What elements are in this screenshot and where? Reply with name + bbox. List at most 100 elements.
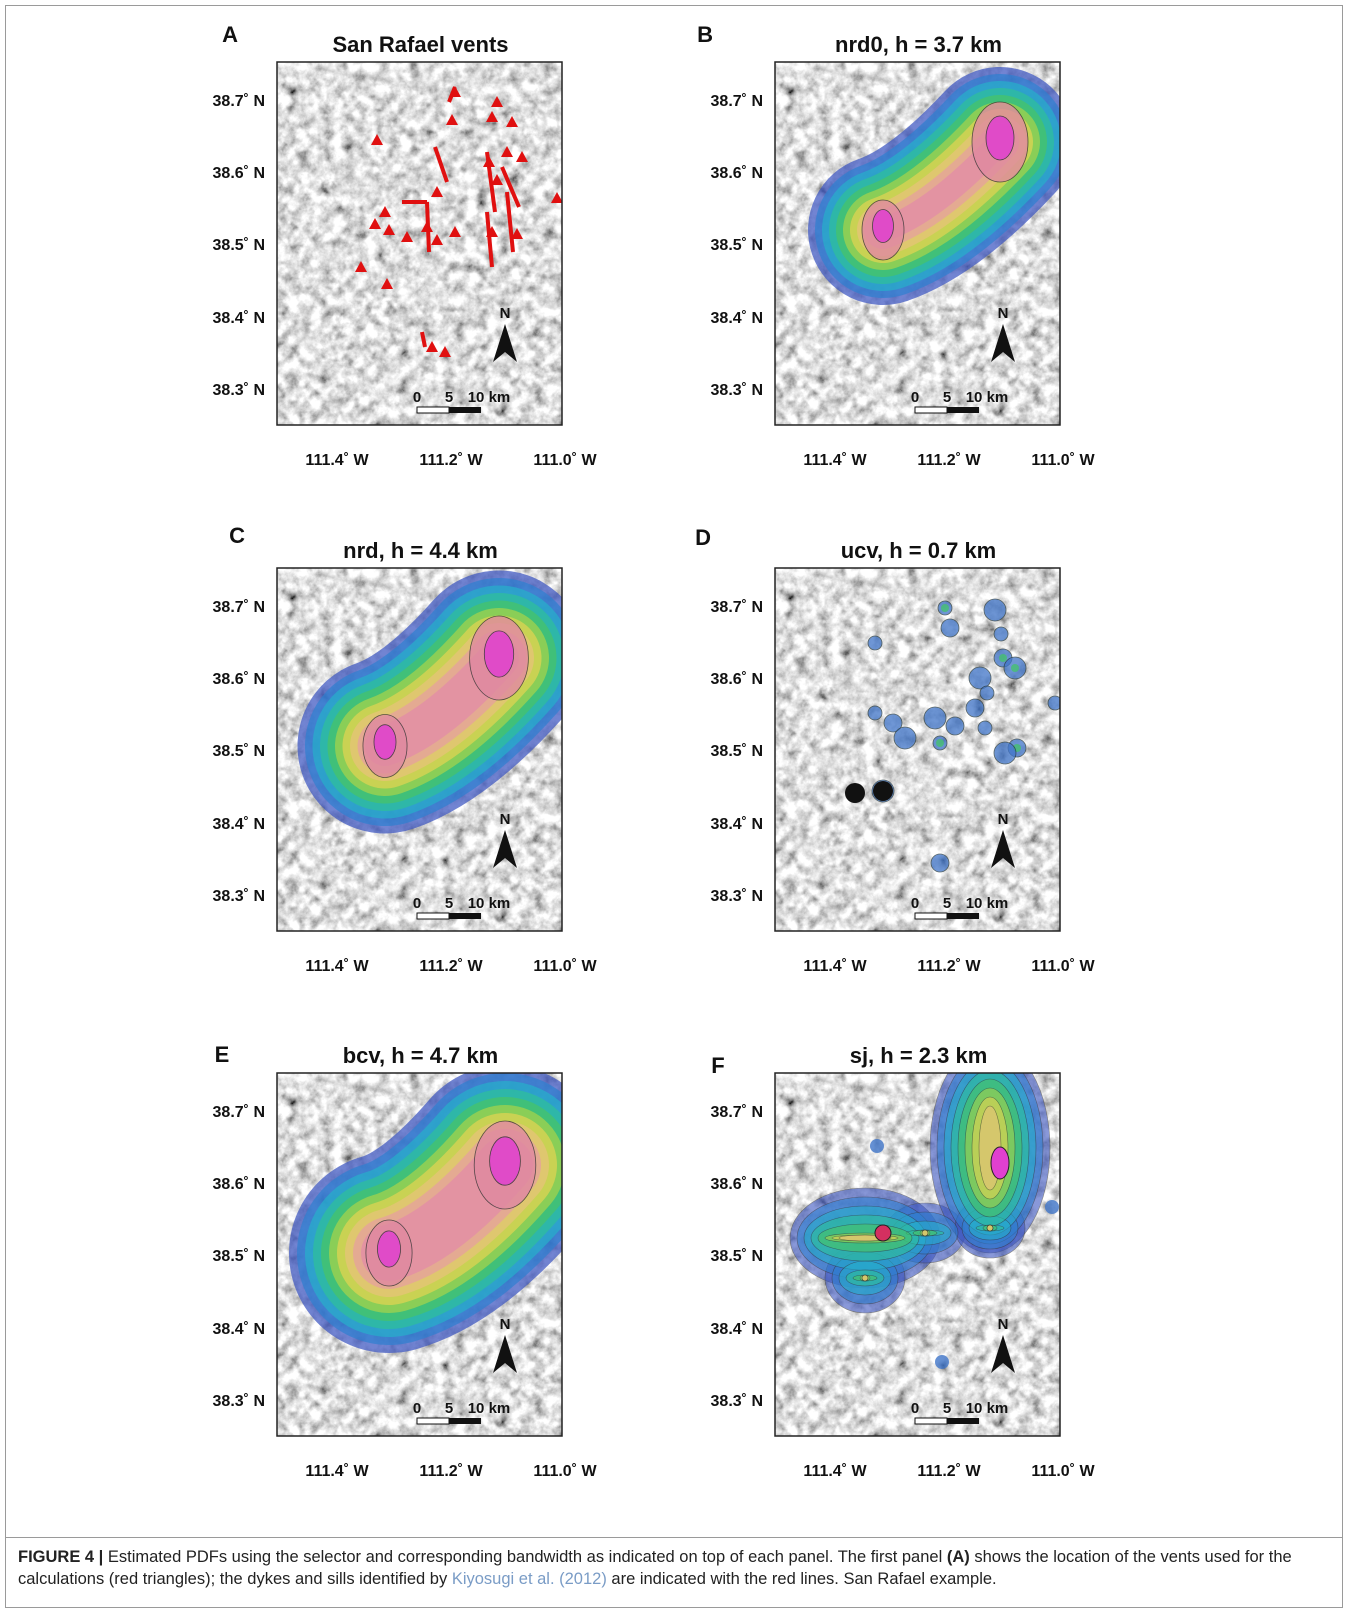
density-band <box>861 1274 869 1282</box>
map-panel: N 0 5 10 km nrd0, h = 3.7 km B 38.7˚ N 38.6˚ N 3… <box>697 22 1095 469</box>
scale-bar <box>947 1418 979 1424</box>
scale-label: 5 <box>445 389 453 406</box>
panel-title: nrd, h = 4.4 km <box>343 538 498 563</box>
density-spot <box>883 713 903 733</box>
y-tick-label: 38.5˚ N <box>711 1248 763 1265</box>
caption-text: shows the location of the vents used for… <box>18 1548 1292 1588</box>
scale-label: 5 <box>445 1400 453 1417</box>
y-tick-label: 38.4˚ N <box>213 816 265 833</box>
map-panel: N 0 5 10 km sj, h = 2.3 km F 38.7˚ N 38.6˚ N 38.… <box>711 1043 1096 1480</box>
y-tick-label: 38.5˚ N <box>213 743 265 760</box>
scale-label: 0 <box>413 895 421 912</box>
vent-marker <box>439 346 451 357</box>
map-border <box>774 1072 1061 1437</box>
caption-text: Estimated PDFs using the selector and co… <box>103 1548 947 1566</box>
y-tick-label: 38.4˚ N <box>213 310 265 327</box>
panel-letter: D <box>695 525 711 550</box>
x-tick-label: 111.0˚ W <box>533 958 597 975</box>
north-label: N <box>998 1316 1009 1333</box>
dyke-line <box>505 191 515 253</box>
map-panel: N 0 5 10 km nrd, h = 4.4 km C 38.7˚ N 38.6˚ N 38… <box>213 523 598 975</box>
density-peak <box>483 630 515 678</box>
y-tick-label: 38.7˚ N <box>711 599 763 616</box>
map-content <box>277 1073 562 1436</box>
north-arrow <box>493 830 517 868</box>
y-tick-label: 38.7˚ N <box>213 599 265 616</box>
caption-citation[interactable]: Kiyosugi et al. (2012) <box>451 1570 607 1588</box>
vent-marker <box>511 228 523 239</box>
y-tick-label: 38.7˚ N <box>213 93 265 110</box>
density-spot <box>940 618 960 638</box>
panel-title: nrd0, h = 3.7 km <box>835 32 1002 57</box>
density-spot <box>941 604 949 612</box>
vent-marker <box>449 226 461 237</box>
y-tick-label: 38.4˚ N <box>711 1321 763 1338</box>
y-tick-label: 38.3˚ N <box>711 1393 763 1410</box>
panel-title: ucv, h = 0.7 km <box>841 538 997 563</box>
x-tick-label: 111.0˚ W <box>1031 452 1095 469</box>
caption-separator <box>5 1537 1343 1538</box>
vent-marker <box>401 231 413 242</box>
density-spot <box>983 598 1007 622</box>
terrain <box>277 62 562 425</box>
scale-label: 10 km <box>468 1400 511 1417</box>
north-label: N <box>500 305 511 322</box>
y-tick-label: 38.7˚ N <box>711 93 763 110</box>
density-spot <box>923 706 947 730</box>
y-tick-label: 38.4˚ N <box>711 816 763 833</box>
scale-label: 5 <box>943 389 951 406</box>
figure-caption: FIGURE 4 | Estimated PDFs using the sele… <box>18 1546 1330 1590</box>
map-content <box>775 1073 1060 1436</box>
north-arrow <box>991 324 1015 362</box>
scale-label: 5 <box>943 895 951 912</box>
scale-label: 10 km <box>468 895 511 912</box>
panel-letter: A <box>222 22 238 47</box>
dyke-line <box>425 201 431 253</box>
north-arrow <box>991 1335 1015 1373</box>
scale-label: 5 <box>943 1400 951 1417</box>
panel-title: bcv, h = 4.7 km <box>343 1043 499 1068</box>
density-band <box>921 1229 929 1237</box>
map-panel: N 0 5 10 km bcv, h = 4.7 km E 38.7˚ N 38.6˚ N 38… <box>213 1042 598 1480</box>
scale-label: 0 <box>413 389 421 406</box>
y-tick-label: 38.4˚ N <box>213 1321 265 1338</box>
map-content <box>277 62 562 425</box>
vent-marker <box>379 206 391 217</box>
scale-label: 10 km <box>966 895 1009 912</box>
panel-letter: F <box>711 1053 724 1078</box>
density-spot <box>979 685 995 701</box>
x-tick-label: 111.4˚ W <box>803 452 867 469</box>
scale-label: 10 km <box>468 389 511 406</box>
scale-bar <box>947 407 979 413</box>
x-tick-label: 111.4˚ W <box>305 1463 369 1480</box>
density-spot <box>968 666 992 690</box>
density-spot <box>893 726 917 750</box>
y-tick-label: 38.5˚ N <box>213 237 265 254</box>
x-tick-label: 111.2˚ W <box>419 452 483 469</box>
density-spot <box>867 635 883 651</box>
vent-marker <box>371 134 383 145</box>
scale-bar <box>914 1417 948 1425</box>
density-spot <box>873 781 893 801</box>
x-tick-label: 111.2˚ W <box>419 1463 483 1480</box>
y-tick-label: 38.5˚ N <box>711 743 763 760</box>
x-tick-label: 111.4˚ W <box>305 452 369 469</box>
panel-title: San Rafael vents <box>332 32 508 57</box>
x-tick-label: 111.0˚ W <box>1031 1463 1095 1480</box>
scale-bar <box>947 913 979 919</box>
density-spot <box>999 654 1007 662</box>
caption-panel-ref: (A) <box>946 1548 970 1566</box>
vent-marker <box>431 186 443 197</box>
x-tick-label: 111.2˚ W <box>917 452 981 469</box>
north-arrow <box>991 830 1015 868</box>
x-tick-label: 111.2˚ W <box>917 958 981 975</box>
scale-bar <box>449 407 481 413</box>
density-peak <box>985 115 1015 161</box>
density-spot <box>993 741 1017 765</box>
figure-frame <box>5 5 1343 1608</box>
dyke-line <box>485 151 497 213</box>
map-border <box>276 567 563 932</box>
density-spot <box>1011 664 1019 672</box>
dyke-line <box>433 146 449 183</box>
density-spot <box>870 1139 884 1153</box>
